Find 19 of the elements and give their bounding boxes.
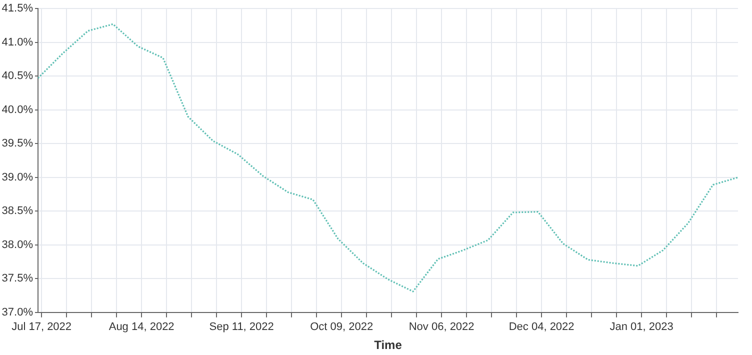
y-tick-label: 38.5%: [2, 205, 34, 218]
x-tick-label: Dec 04, 2022: [508, 321, 574, 334]
line-series: [38, 23, 738, 292]
y-tick-label: 40.0%: [2, 104, 34, 116]
y-tick-label: 39.5%: [2, 138, 34, 150]
y-tick-label: 37.5%: [2, 272, 34, 285]
y-tick-label: 39.0%: [2, 171, 34, 184]
x-tick-label: Jan 01, 2023: [610, 321, 674, 334]
x-tick-label: Oct 09, 2022: [310, 321, 374, 334]
x-tick-label: Nov 06, 2022: [408, 321, 474, 334]
x-tick-label: Sep 11, 2022: [209, 321, 274, 334]
x-axis-title: Time: [374, 338, 402, 352]
x-tick-label: Jul 17, 2022: [12, 321, 72, 334]
y-tick-label: 37.0%: [2, 306, 34, 318]
x-tick-label: Aug 14, 2022: [108, 321, 174, 334]
y-tick-label: 40.5%: [2, 70, 34, 82]
y-tick-label: 41.0%: [2, 36, 34, 48]
y-tick-label: 41.5%: [2, 2, 34, 15]
y-tick-label: 38.0%: [2, 238, 34, 251]
